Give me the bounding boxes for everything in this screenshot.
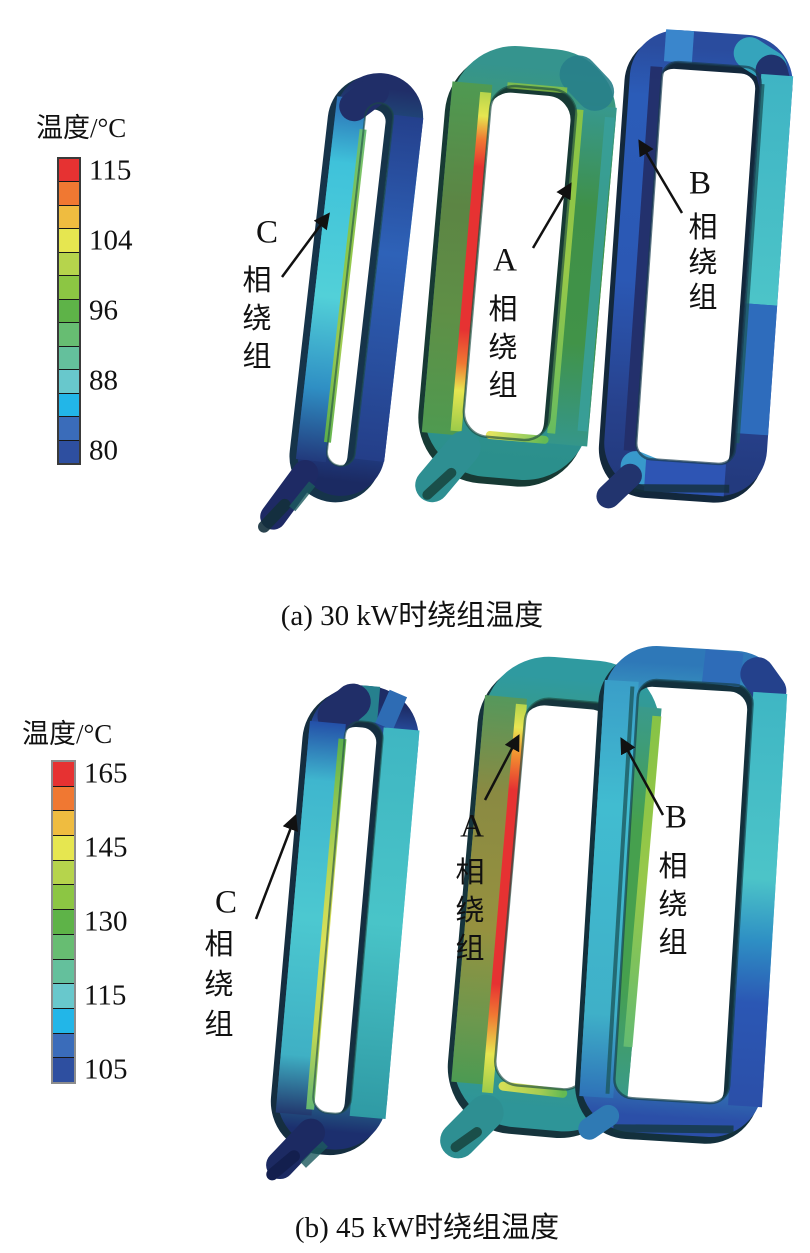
colorbar-tick-label: 104 [89,224,133,257]
colorbar-segment [53,933,74,959]
winding-label-a-a: 相绕组 [488,294,518,402]
arrow-a-label-a [531,182,572,249]
arrow-b-label-b [620,737,665,816]
colorbar-segment [59,322,79,346]
colorbar-segment [53,785,74,811]
winding-label-c-a: 相绕组 [242,265,272,373]
colorbar-segment [53,1007,74,1033]
colorbar-segment [59,298,79,323]
colorbar-segment [59,204,79,229]
colorbar-segment [59,275,79,299]
colorbar-tick-label: 130 [84,905,128,938]
colorbar-segment [53,810,74,836]
colorbar-segment [59,439,79,464]
arrow-a-label-b [483,734,520,801]
colorbar-segment [59,159,79,182]
colorbar-title-b: 温度/°C [22,719,113,749]
colorbar-segment [53,1057,74,1082]
caption-figure-b: (b) 45 kW时绕组温度 [294,1212,560,1244]
colorbar-segment [53,835,74,860]
winding-label-c-b: 相绕组 [204,929,234,1041]
colorbar-segment [53,1032,74,1058]
colorbar-b: 165 145 130 115 105 [51,759,128,1084]
winding-b-figure-a [596,29,794,509]
winding-c-figure-a [258,73,424,533]
winding-letter-b-a: B [688,165,712,202]
colorbar-segment [59,416,79,440]
colorbar-tick-label: 88 [89,364,118,397]
winding-render-b [254,646,788,1181]
colorbar-tick-label: 96 [89,294,118,327]
colorbar-a: 115 104 96 88 80 [57,156,133,465]
colorbar-segment [59,228,79,252]
colorbar-segment [53,859,74,885]
winding-label-a-b: 相绕组 [455,857,485,965]
winding-letter-c-a: C [255,214,279,251]
colorbar-segment [59,181,79,205]
winding-render-a [258,29,794,533]
winding-label-b-a: 相绕组 [688,212,718,314]
winding-b-figure-b [575,646,788,1144]
colorbar-tick-label: 80 [89,434,118,467]
arrow-c-label-b [254,813,298,920]
winding-letter-c-b: C [214,884,238,921]
colorbar-segment [53,762,74,786]
winding-c-figure-b [266,683,420,1181]
colorbar-tick-label: 105 [84,1053,128,1086]
caption-figure-a: (a) 30 kW时绕组温度 [280,600,544,632]
colorbar-title-a: 温度/°C [36,113,127,143]
colorbar-tick-label: 165 [84,757,128,790]
colorbar-segment [53,884,74,910]
colorbar-tick-label: 115 [89,154,132,187]
colorbar-tick-label: 115 [84,979,127,1012]
colorbar-segment [59,369,79,393]
winding-letter-b-b: B [664,799,688,836]
winding-letter-a-b: A [460,808,484,845]
colorbar-segment [53,958,74,984]
arrow-b-label-a [638,139,684,214]
winding-label-b-b: 相绕组 [658,851,688,959]
colorbar-segment [59,392,79,417]
winding-a-figure-a [415,46,617,503]
colorbar-segment [53,983,74,1008]
colorbar-tick-label: 145 [84,831,128,864]
colorbar-segment [53,909,74,934]
colorbar-segment [59,251,79,276]
arrow-c-label-a [280,212,330,278]
winding-letter-a-a: A [493,242,517,279]
colorbar-segment [59,345,79,370]
